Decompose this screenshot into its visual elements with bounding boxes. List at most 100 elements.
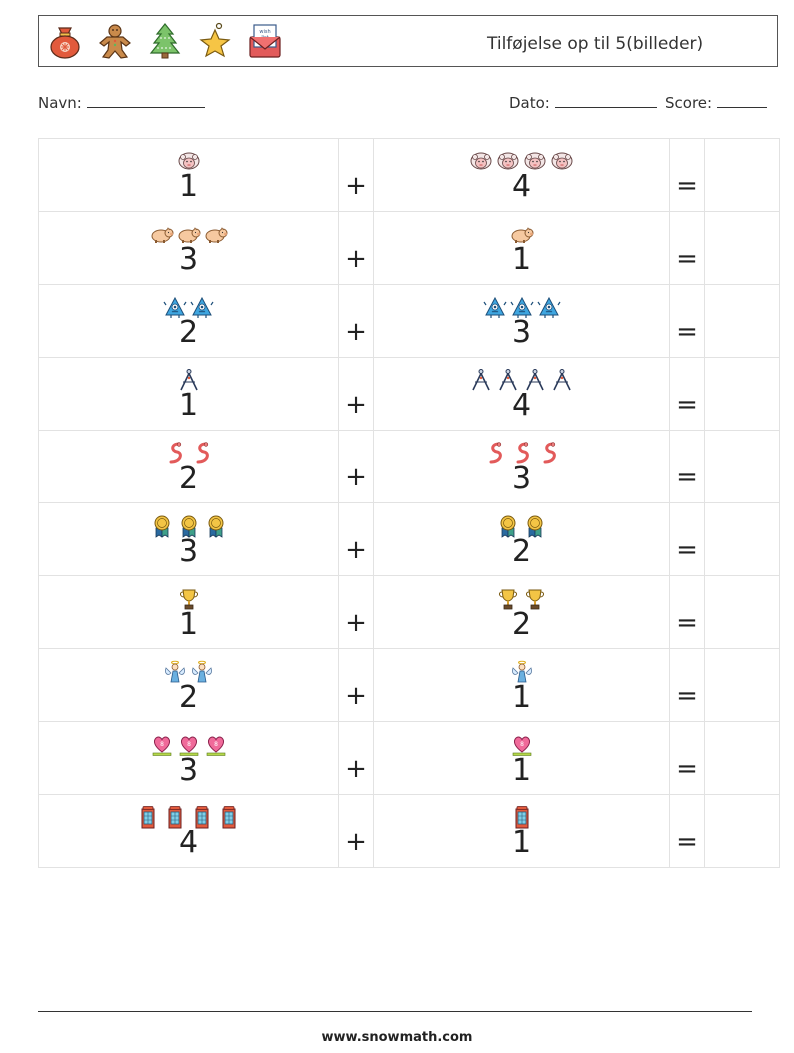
heart-icon: [150, 733, 174, 757]
pig-icon: [204, 222, 228, 246]
plus-sign-cell: +: [338, 648, 374, 723]
plus-sign: +: [345, 608, 367, 639]
right-operand-cell: 1: [373, 721, 670, 796]
header-icons: wish list: [47, 22, 283, 60]
left-operand-number: 3: [178, 752, 199, 788]
right-operand-cell: 1: [373, 210, 670, 285]
monster-icon: [483, 295, 507, 319]
compass-icon: [469, 368, 493, 392]
right-operand-number: 1: [511, 679, 532, 715]
equals-sign-cell: =: [669, 138, 705, 212]
answer-box[interactable]: [704, 648, 780, 723]
answer-box[interactable]: [704, 721, 780, 796]
left-operand-cell: 3: [38, 502, 339, 577]
answer-box[interactable]: [704, 794, 780, 868]
plus-sign-cell: +: [338, 794, 374, 868]
plus-sign: +: [345, 681, 367, 712]
plus-sign-cell: +: [338, 575, 374, 650]
plus-sign: +: [345, 826, 367, 857]
left-operand-cell: 1: [38, 575, 339, 650]
plus-sign: +: [345, 754, 367, 785]
score-line[interactable]: [716, 93, 767, 108]
right-operand-cell: 4: [373, 356, 670, 431]
left-operand-number: 3: [178, 533, 199, 569]
plus-sign: +: [345, 389, 367, 420]
plus-sign-cell: +: [338, 502, 374, 577]
footer-divider: [38, 1011, 752, 1012]
problem-row: 3 +2 =: [38, 502, 780, 577]
right-operand-number: 1: [511, 752, 532, 788]
left-operand-cell: 2: [38, 648, 339, 723]
equals-sign-cell: =: [669, 429, 705, 504]
worm-icon: [537, 441, 561, 465]
right-operand-cell: 1: [373, 648, 670, 723]
right-operand-cell: 4: [373, 138, 670, 212]
plus-sign: +: [345, 243, 367, 274]
date-field[interactable]: Dato:: [509, 93, 657, 112]
problem-row: 1 +4 =: [38, 356, 780, 431]
monster-icon: [537, 295, 561, 319]
equals-sign: =: [676, 389, 698, 420]
header-box: wish list Tilføjelse op til 5(billeder): [38, 15, 778, 67]
score-field[interactable]: Score:: [665, 93, 767, 112]
plus-sign: +: [345, 535, 367, 566]
answer-box[interactable]: [704, 210, 780, 285]
equals-sign-cell: =: [669, 283, 705, 358]
compass-icon: [550, 368, 574, 392]
equals-sign-cell: =: [669, 575, 705, 650]
right-operand-cell: 2: [373, 502, 670, 577]
equals-sign: =: [676, 535, 698, 566]
equals-sign-cell: =: [669, 356, 705, 431]
left-operand-number: 3: [178, 242, 199, 278]
right-operand-number: 1: [511, 825, 532, 861]
equals-sign: =: [676, 826, 698, 857]
left-operand-cell: 2: [38, 429, 339, 504]
equals-sign: =: [676, 681, 698, 712]
pig-icon: [150, 222, 174, 246]
answer-box[interactable]: [704, 429, 780, 504]
answer-box[interactable]: [704, 138, 780, 212]
christmas-tree-icon: [149, 23, 181, 59]
problem-row: 4 +1 =: [38, 794, 780, 868]
left-operand-number: 1: [178, 169, 199, 205]
right-operand-number: 2: [511, 606, 532, 642]
right-operand-cell: 3: [373, 283, 670, 358]
name-line[interactable]: [86, 93, 205, 108]
plus-sign: +: [345, 316, 367, 347]
right-operand-number: 2: [511, 533, 532, 569]
problem-row: 1 +2 =: [38, 575, 780, 650]
plus-sign: +: [345, 170, 367, 201]
footer-website: www.snowmath.com: [321, 1030, 473, 1045]
right-operand-number: 3: [511, 461, 532, 496]
worksheet-title: Tilføjelse op til 5(billeder): [487, 34, 704, 54]
date-line[interactable]: [554, 93, 657, 108]
left-operand-cell: 4: [38, 794, 339, 868]
problem-row: 1 +4 =: [38, 138, 780, 212]
left-operand-number: 2: [178, 315, 199, 351]
left-operand-cell: 3: [38, 721, 339, 796]
name-label: Navn:: [38, 94, 82, 112]
score-label: Score:: [665, 94, 713, 112]
medal-icon: [150, 514, 174, 538]
answer-box[interactable]: [704, 356, 780, 431]
problem-row: 2 +1 =: [38, 648, 780, 723]
equals-sign: =: [676, 170, 698, 201]
plus-sign-cell: +: [338, 138, 374, 212]
medal-icon: [204, 514, 228, 538]
left-operand-cell: 3: [38, 210, 339, 285]
plus-sign-cell: +: [338, 721, 374, 796]
phone-booth-icon: [217, 805, 241, 829]
left-operand-number: 1: [178, 606, 199, 642]
left-operand-cell: 1: [38, 138, 339, 212]
answer-box[interactable]: [704, 283, 780, 358]
name-field[interactable]: Navn:: [38, 93, 205, 112]
right-operand-cell: 1: [373, 794, 670, 868]
answer-box[interactable]: [704, 575, 780, 650]
heart-icon: [204, 733, 228, 757]
left-operand-cell: 1: [38, 356, 339, 431]
plus-sign-cell: +: [338, 283, 374, 358]
answer-box[interactable]: [704, 502, 780, 577]
left-operand-number: 2: [178, 679, 199, 715]
left-operand-number: 2: [178, 461, 199, 496]
gingerbread-man-icon: [99, 24, 131, 59]
